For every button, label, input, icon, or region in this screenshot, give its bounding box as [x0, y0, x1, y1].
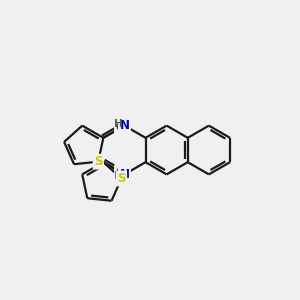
Text: N: N [119, 119, 129, 132]
Text: S: S [117, 172, 126, 185]
Text: H: H [113, 119, 122, 129]
Text: H: H [113, 171, 122, 181]
Text: S: S [94, 155, 103, 168]
Text: O: O [116, 166, 125, 179]
Text: O: O [116, 121, 125, 134]
Text: N: N [119, 168, 129, 181]
